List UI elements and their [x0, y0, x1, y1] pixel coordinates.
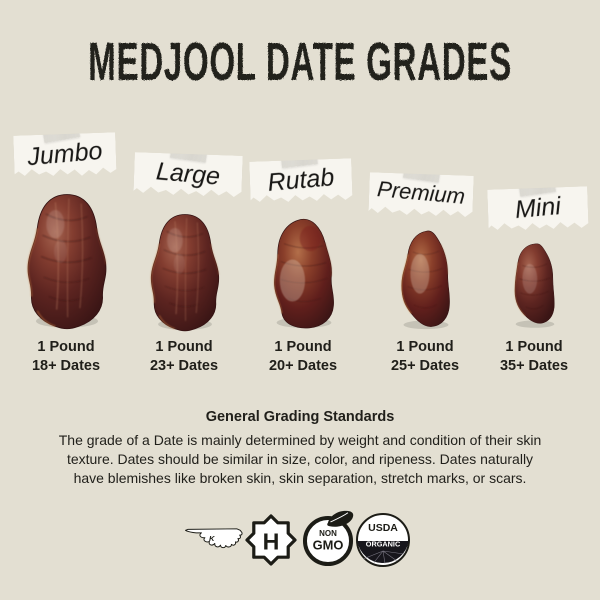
- svg-text:USDA: USDA: [368, 522, 398, 534]
- svg-text:H: H: [263, 529, 280, 555]
- svg-text:ORGANIC: ORGANIC: [366, 540, 401, 549]
- svg-text:NON: NON: [319, 529, 337, 538]
- svg-text:GMO: GMO: [313, 537, 344, 552]
- svg-text:K: K: [209, 534, 215, 543]
